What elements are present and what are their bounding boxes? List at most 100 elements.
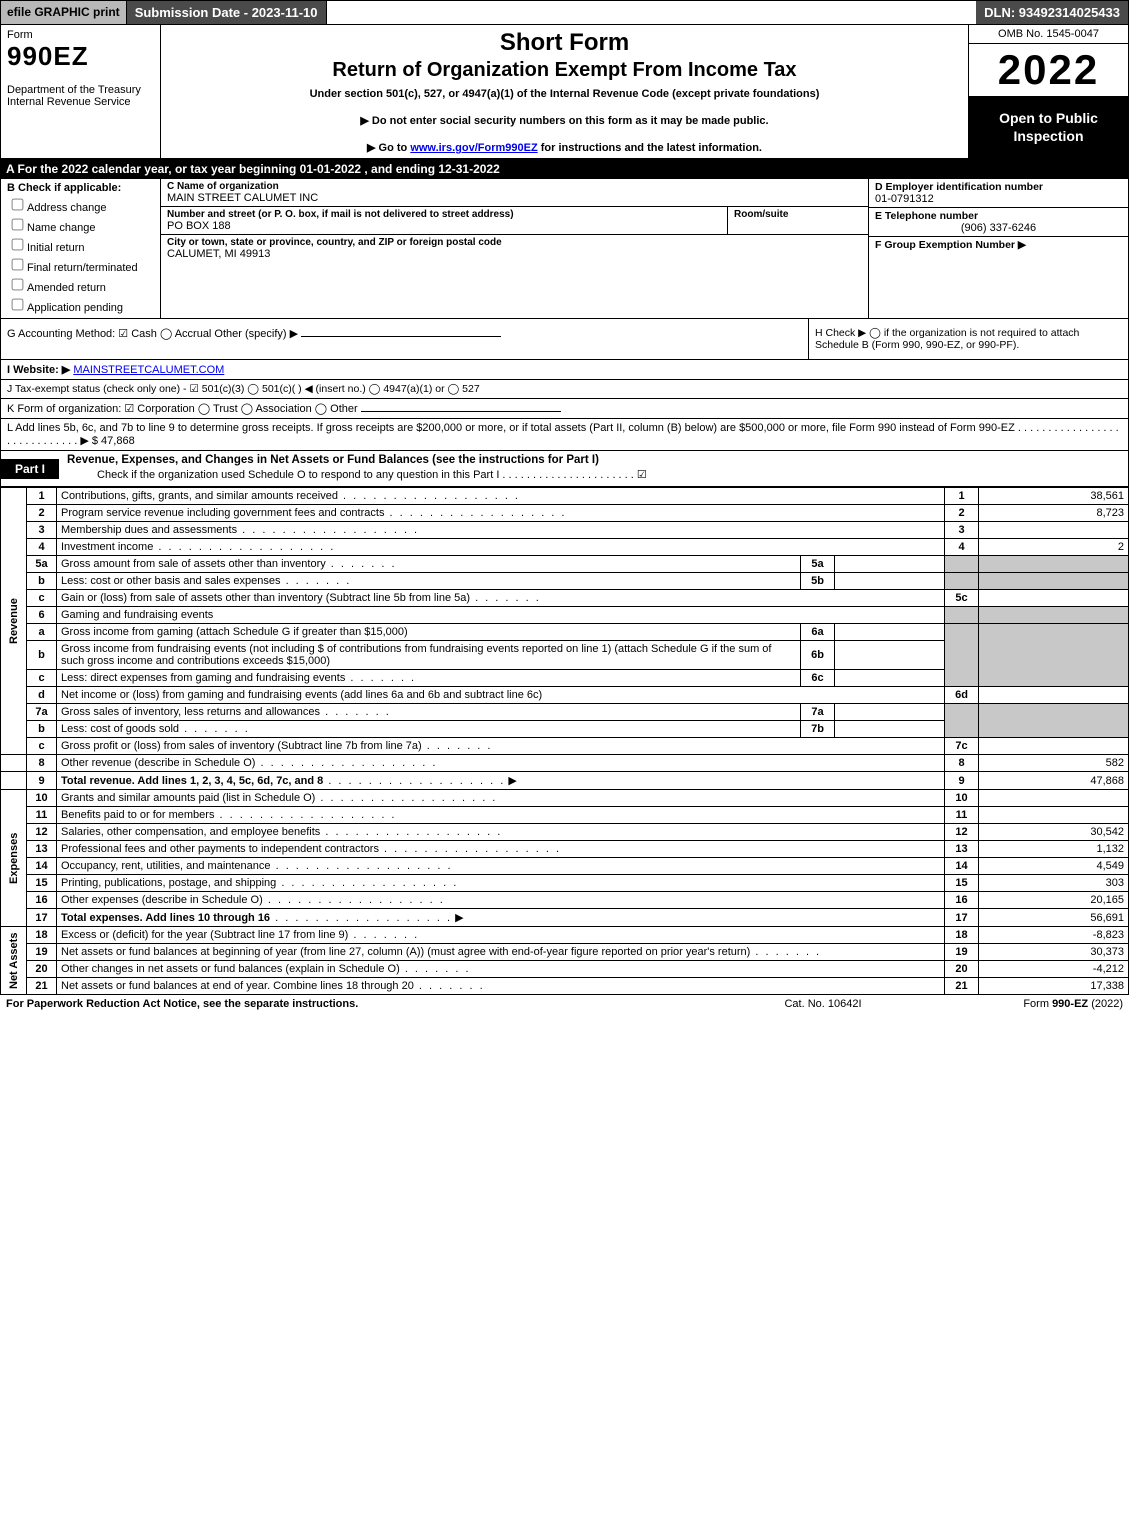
line-desc: Program service revenue including govern…: [57, 505, 945, 522]
line-desc: Gross profit or (loss) from sales of inv…: [57, 738, 945, 755]
line-ref: 9: [945, 772, 979, 790]
line-amount: -8,823: [979, 927, 1129, 944]
line-A: A For the 2022 calendar year, or tax yea…: [0, 159, 1129, 179]
ein-label: D Employer identification number: [875, 181, 1122, 193]
line-num: 18: [27, 927, 57, 944]
form-title-2: Return of Organization Exempt From Incom…: [169, 59, 960, 82]
line-K: K Form of organization: ☑ Corporation ◯ …: [0, 399, 1129, 419]
table-row: 11Benefits paid to or for members11: [1, 807, 1129, 824]
line-num: 21: [27, 978, 57, 995]
table-row: 17Total expenses. Add lines 10 through 1…: [1, 909, 1129, 927]
line-ref: 11: [945, 807, 979, 824]
form-title-block: Short Form Return of Organization Exempt…: [161, 25, 968, 158]
inner-box-value: [835, 624, 945, 641]
org-name-value: MAIN STREET CALUMET INC: [167, 192, 862, 204]
chk-application-pending[interactable]: Application pending: [7, 295, 154, 314]
section-C: C Name of organization MAIN STREET CALUM…: [161, 179, 868, 318]
table-row: 13Professional fees and other payments t…: [1, 841, 1129, 858]
chk-address-change[interactable]: Address change: [7, 195, 154, 214]
table-row: 6 Gaming and fundraising events: [1, 607, 1129, 624]
line-desc: Other expenses (describe in Schedule O): [57, 892, 945, 909]
table-row: 16Other expenses (describe in Schedule O…: [1, 892, 1129, 909]
line-G: G Accounting Method: ☑ Cash ◯ Accrual Ot…: [1, 319, 808, 359]
line-num: 16: [27, 892, 57, 909]
line-amount: 30,542: [979, 824, 1129, 841]
inner-box-label: 6a: [801, 624, 835, 641]
chk-final-return[interactable]: Final return/terminated: [7, 255, 154, 274]
table-row: 15Printing, publications, postage, and s…: [1, 875, 1129, 892]
form-subtitle-3: ▶ Go to www.irs.gov/Form990EZ for instru…: [169, 141, 960, 154]
line-amount: 8,723: [979, 505, 1129, 522]
line-amount: 20,165: [979, 892, 1129, 909]
phone-value: (906) 337-6246: [875, 222, 1122, 234]
line-desc: Salaries, other compensation, and employ…: [57, 824, 945, 841]
city-cell: City or town, state or province, country…: [161, 235, 868, 262]
table-row: 2 Program service revenue including gove…: [1, 505, 1129, 522]
table-row: b Less: cost or other basis and sales ex…: [1, 573, 1129, 590]
inner-box-label: 7b: [801, 721, 835, 738]
group-exemption-cell: F Group Exemption Number ▶: [869, 237, 1128, 253]
chk-amended-return[interactable]: Amended return: [7, 275, 154, 294]
form-header: Form 990EZ Department of the Treasury In…: [0, 25, 1129, 159]
side-expenses: Expenses: [1, 790, 27, 927]
chk-amended-return-label: Amended return: [27, 282, 106, 294]
line-ref: 4: [945, 539, 979, 556]
line-desc: Total revenue. Add lines 1, 2, 3, 4, 5c,…: [57, 772, 945, 790]
efile-print-button[interactable]: efile GRAPHIC print: [1, 1, 127, 24]
line-amount: [979, 687, 1129, 704]
street-label: Number and street (or P. O. box, if mail…: [167, 209, 721, 220]
section-B-label: B Check if applicable:: [7, 182, 154, 194]
line-ref: 15: [945, 875, 979, 892]
org-name-label: C Name of organization: [167, 181, 862, 192]
street-cell: Number and street (or P. O. box, if mail…: [161, 207, 728, 234]
part-I-header: Part I Revenue, Expenses, and Changes in…: [0, 451, 1129, 487]
line-desc: Occupancy, rent, utilities, and maintena…: [57, 858, 945, 875]
table-row: 7a Gross sales of inventory, less return…: [1, 704, 1129, 721]
irs-link[interactable]: www.irs.gov/Form990EZ: [410, 142, 537, 154]
table-row: Expenses 10 Grants and similar amounts p…: [1, 790, 1129, 807]
line-ref: 16: [945, 892, 979, 909]
open-public-inspection: Open to Public Inspection: [969, 97, 1128, 158]
inner-box-label: 6c: [801, 670, 835, 687]
table-row: 14Occupancy, rent, utilities, and mainte…: [1, 858, 1129, 875]
line-L-value: 47,868: [101, 435, 135, 447]
line-I: I Website: ▶ MAINSTREETCALUMET.COM: [0, 360, 1129, 380]
line-num: 19: [27, 944, 57, 961]
website-link[interactable]: MAINSTREETCALUMET.COM: [73, 364, 224, 376]
dln-label: DLN: 93492314025433: [976, 1, 1128, 24]
line-desc: Net income or (loss) from gaming and fun…: [57, 687, 945, 704]
chk-application-pending-label: Application pending: [27, 302, 123, 314]
org-name-cell: C Name of organization MAIN STREET CALUM…: [161, 179, 868, 207]
line-amount: [979, 522, 1129, 539]
line-amount: 47,868: [979, 772, 1129, 790]
chk-name-change[interactable]: Name change: [7, 215, 154, 234]
chk-address-change-label: Address change: [27, 202, 107, 214]
line-desc: Gaming and fundraising events: [57, 607, 945, 624]
inner-box-value: [835, 670, 945, 687]
line-ref: 20: [945, 961, 979, 978]
line-num: 8: [27, 755, 57, 772]
chk-initial-return[interactable]: Initial return: [7, 235, 154, 254]
footer-center: Cat. No. 10642I: [723, 998, 923, 1010]
line-amount-grey: [979, 704, 1129, 738]
inner-box-label: 7a: [801, 704, 835, 721]
table-row: 8 Other revenue (describe in Schedule O)…: [1, 755, 1129, 772]
block-B-to-F: B Check if applicable: Address change Na…: [0, 179, 1129, 319]
table-row: 20Other changes in net assets or fund ba…: [1, 961, 1129, 978]
line-num: d: [27, 687, 57, 704]
table-row: c Gross profit or (loss) from sales of i…: [1, 738, 1129, 755]
line-ref-grey: [945, 624, 979, 687]
form-title-1: Short Form: [169, 29, 960, 57]
line-num: 5a: [27, 556, 57, 573]
phone-cell: E Telephone number (906) 337-6246: [869, 208, 1128, 237]
section-D-E-F: D Employer identification number 01-0791…: [868, 179, 1128, 318]
line-num: 17: [27, 909, 57, 927]
line-ref-grey: [945, 556, 979, 573]
line-num: 1: [27, 488, 57, 505]
line-amount-grey: [979, 624, 1129, 687]
line-ref: 17: [945, 909, 979, 927]
line-amount: [979, 738, 1129, 755]
footer-right: Form 990-EZ (2022): [923, 998, 1123, 1010]
line-desc: Gain or (loss) from sale of assets other…: [57, 590, 945, 607]
form-subtitle-1: Under section 501(c), 527, or 4947(a)(1)…: [169, 88, 960, 100]
